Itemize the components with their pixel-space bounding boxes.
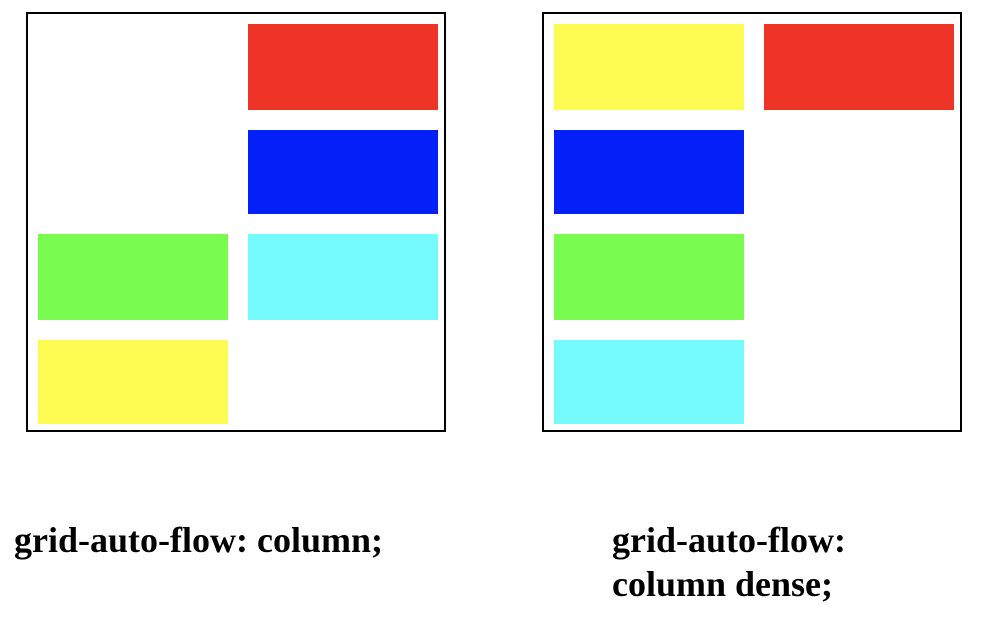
grid-item-green (38, 234, 228, 320)
grid-item-green (554, 234, 744, 320)
caption-line: column dense; (612, 564, 834, 604)
grid-item-yellow (554, 24, 744, 110)
grid-item-cyan (554, 340, 744, 424)
caption-line: grid-auto-flow: column; (14, 520, 383, 560)
grid-item-yellow (38, 340, 228, 424)
grid-item-blue (554, 130, 744, 214)
caption-line: grid-auto-flow: (612, 520, 846, 560)
grid-container-column (26, 12, 446, 432)
caption-column: grid-auto-flow: column; (14, 518, 484, 562)
grid-item-blue (248, 130, 438, 214)
grid-item-red (248, 24, 438, 110)
grid-item-red (764, 24, 954, 110)
caption-column-dense: grid-auto-flow: column dense; (612, 518, 992, 606)
grid-container-column-dense (542, 12, 962, 432)
grid-item-cyan (248, 234, 438, 320)
